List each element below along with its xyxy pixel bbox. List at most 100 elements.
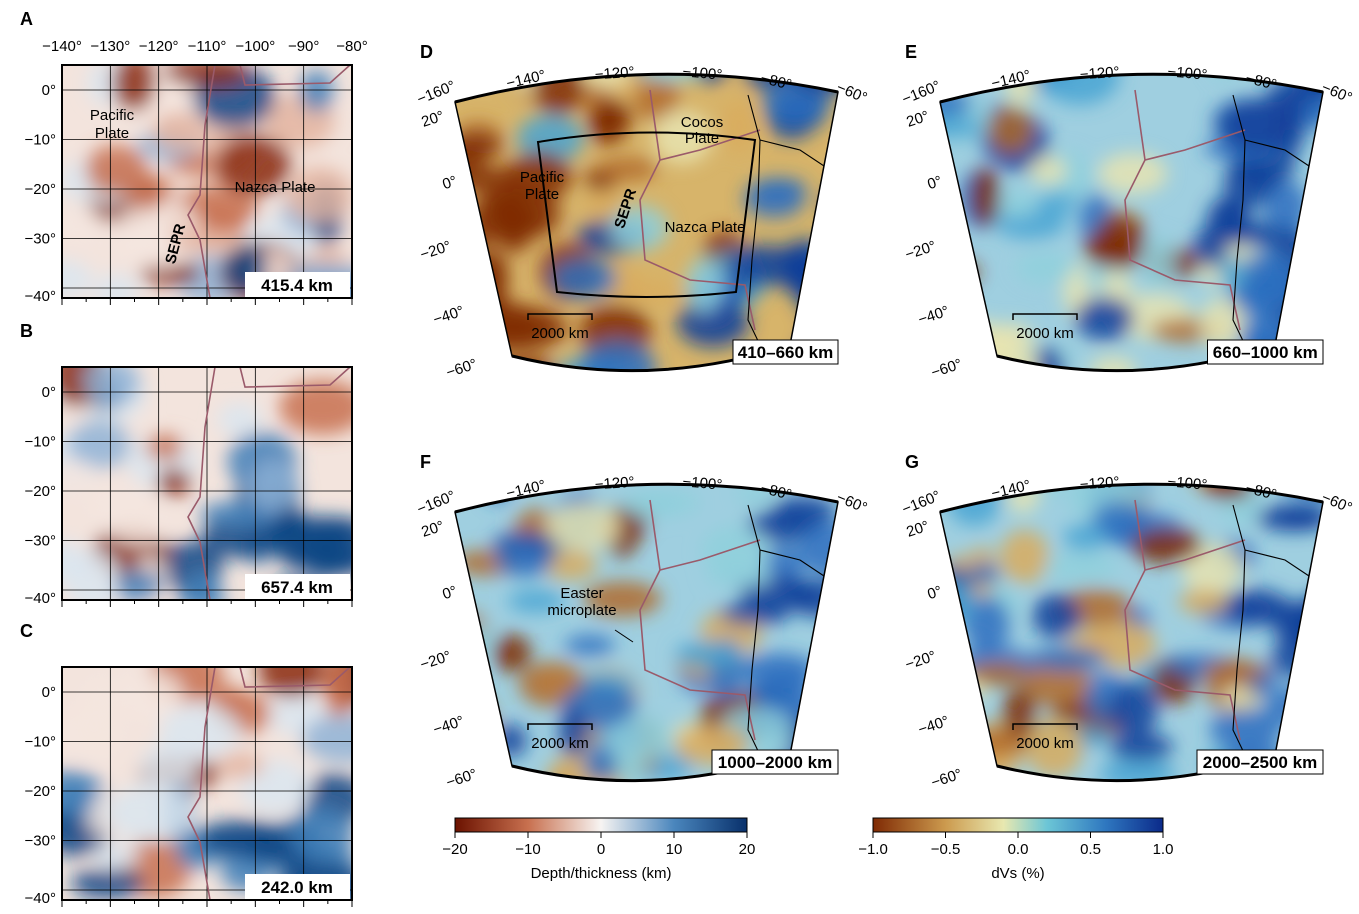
anomaly [1284,458,1352,501]
anomaly [1209,40,1240,79]
lat-label: −40° [431,303,466,329]
anomaly [1063,524,1107,551]
lat-label: 20° [904,108,931,131]
map-panel: E−160°−140°−120°−100°−80°−60°20°0°−20°−4… [900,40,1355,394]
lat-label: −20° [418,648,453,674]
anomaly [971,167,999,226]
anomaly [1030,347,1064,392]
anomaly [1178,589,1228,614]
depth-label: 657.4 km [261,578,333,597]
lat-label: 0° [440,173,459,194]
anomaly [751,178,807,199]
lon-label: −160° [900,487,943,518]
anomaly [967,563,1000,585]
anomaly [779,771,832,797]
annotation: Nazca Plate [665,219,746,236]
anomaly [1215,199,1250,232]
anomaly [451,627,494,649]
lon-label: −80° [336,38,367,55]
colorbar-tick-label: 10 [666,841,683,858]
lat-label: 20° [419,518,446,541]
anomaly [1293,300,1341,328]
anomaly [115,570,162,603]
colorbar [873,818,1163,832]
lon-label: −120° [1079,64,1120,84]
colorbar-tick-label: 0.0 [1008,841,1029,858]
anomaly [304,527,346,579]
depth-label: 2000–2500 km [1203,753,1317,772]
lat-label: −20° [25,483,56,500]
annotation: Nazca Plate [235,179,316,196]
anomaly [71,868,144,899]
lon-label: −60° [834,79,870,107]
anomaly [564,635,615,656]
lat-label: 20° [904,518,931,541]
lat-label: −10° [25,734,56,751]
anomaly [1301,593,1337,646]
lon-label: −100° [682,473,723,493]
depth-label: 415.4 km [261,276,333,295]
lat-label: −30° [25,833,56,850]
lat-label: −60° [929,356,964,382]
anomaly [452,264,491,284]
figure: 0°−10°−20°−30°−40°−140°−130°−120°−110°−1… [0,0,1359,909]
lon-label: −160° [900,77,943,108]
anomaly [546,503,621,550]
map-panel: D−160°−140°−120°−100°−80°−60°20°0°−20°−4… [415,38,870,396]
anomaly [450,628,487,673]
lat-label: −40° [431,713,466,739]
lon-label: −90° [288,38,319,55]
anomaly [247,461,300,512]
lon-label: −60° [1319,79,1355,107]
lat-label: 0° [42,684,56,701]
depth-label: 1000–2000 km [718,753,832,772]
colorbar-tick-label: 20 [739,841,756,858]
lon-label: −140° [42,38,82,55]
anomaly [448,235,486,255]
annotation: Plate [525,186,559,203]
anomaly [447,133,503,158]
scale-label: 2000 km [1016,325,1074,342]
anomaly [686,257,723,312]
panel-letter: B [20,321,33,341]
colorbar-tick-label: −1.0 [858,841,888,858]
lat-label: −20° [25,181,56,198]
anomaly [1029,647,1107,671]
annotation: Pacific [520,169,565,186]
anomaly [1271,635,1348,680]
field [913,441,1353,789]
panel-letter: G [905,452,919,472]
anomaly [1084,230,1133,267]
map-panel: G−160°−140°−120°−100°−80°−60°20°0°−20°−4… [900,441,1355,791]
anomaly [160,704,240,759]
lat-label: −60° [444,356,479,382]
lat-label: −40° [25,590,56,607]
anomaly [1100,758,1176,789]
lat-label: 0° [925,173,944,194]
anomaly [199,820,287,857]
lon-label: −60° [834,489,870,517]
lat-label: −60° [929,766,964,792]
lon-label: −120° [1079,474,1120,494]
map-panel: 0°−10°−20°−30°−40°242.0 km [25,641,389,909]
anomaly [1045,552,1118,582]
anomaly [112,54,156,111]
anomaly [58,781,93,818]
annotation: Cocos [681,114,724,131]
anomaly [299,70,334,112]
annotation: Pacific [90,107,135,124]
anomaly [706,564,773,587]
anomaly [822,190,855,217]
lat-label: −10° [25,132,56,149]
anomaly [1030,156,1067,184]
anomaly [675,641,743,668]
anomaly [808,279,839,313]
anomaly [152,112,207,151]
panel-letter: E [905,42,917,62]
anomaly [494,724,526,757]
anomaly [108,510,173,544]
anomaly [466,197,533,243]
lon-label: −160° [415,77,458,108]
blobs [913,441,1353,789]
lon-label: −160° [415,487,458,518]
